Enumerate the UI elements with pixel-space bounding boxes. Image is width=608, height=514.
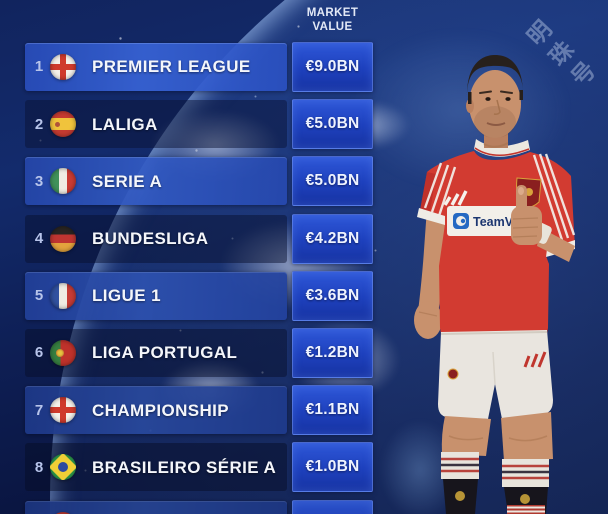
market-value-box: €1.2BN [292, 327, 373, 378]
socks [441, 452, 549, 514]
market-value-header-line2: VALUE [312, 21, 353, 34]
market-value-box: €5.0BN [292, 99, 373, 150]
rank-number [27, 496, 51, 514]
market-value: €5.0BN [305, 172, 360, 190]
league-row: 2 LALIGA €5.0BN [0, 96, 608, 153]
hair [467, 55, 523, 96]
league-row: 4 BUNDESLIGA €4.2BN [0, 210, 608, 267]
league-name: CHAMPIONSHIP [92, 400, 230, 420]
adidas-logo-icon [443, 190, 468, 206]
market-value-box: €1.1BN [292, 385, 373, 436]
league-row: 1 PREMIER LEAGUE €9.0BN [0, 38, 608, 95]
market-value: €5.0BN [305, 115, 360, 133]
jersey: TeamVi [417, 139, 576, 354]
market-value-box: €4.2BN [292, 213, 373, 264]
league-row: 8 BRASILEIRO SÉRIE A €1.0BN [0, 439, 608, 496]
adidas-shoulder-stripes [423, 153, 576, 241]
league-row: 7 CHAMPIONSHIP €1.1BN [0, 382, 608, 439]
country-flag-icon [50, 225, 76, 252]
country-flag-icon [50, 53, 76, 80]
player-head [466, 55, 523, 148]
market-value: €1.2BN [305, 343, 360, 361]
row-background-bar [25, 500, 287, 514]
country-flag-icon [50, 511, 76, 514]
market-value-box [292, 499, 373, 514]
market-value: €4.2BN [305, 229, 360, 247]
shorts [438, 330, 553, 419]
market-value-box: €3.6BN [292, 270, 373, 321]
country-flag-icon [50, 454, 76, 481]
rank-number: 5 [34, 287, 44, 305]
rank-number: 8 [34, 458, 44, 476]
shorts-crest-icon [447, 368, 459, 380]
league-row: 3 SERIE A €5.0BN [0, 153, 608, 210]
market-value: €3.6BN [305, 286, 360, 304]
market-value: €1.1BN [305, 401, 360, 419]
sponsor-box: TeamVi [447, 206, 531, 236]
league-name: LIGUE 1 [92, 286, 161, 306]
league-name: BRASILEIRO SÉRIE A [92, 457, 277, 477]
thumbs-up-hand [511, 185, 575, 262]
rank-number: 3 [34, 172, 44, 190]
sponsor-text: TeamVi [473, 215, 516, 229]
league-row: 5 LIGUE 1 €3.6BN [0, 267, 608, 324]
rank-number: 2 [34, 115, 44, 133]
rank-number: 7 [34, 401, 44, 419]
country-flag-icon [50, 111, 76, 138]
league-row [0, 496, 608, 514]
market-value-box: €9.0BN [292, 41, 373, 92]
sleeve-cuff [417, 208, 445, 225]
league-name: SERIE A [92, 171, 163, 191]
league-name: LALIGA [92, 114, 158, 134]
sock-crest-icon [520, 494, 530, 504]
market-value-box: €5.0BN [292, 156, 373, 207]
market-value-header-line1: MARKET [306, 7, 359, 19]
rank-number: 1 [34, 58, 44, 76]
league-name: LIGA PORTUGAL [92, 343, 238, 363]
sock-crest-icon [455, 491, 465, 501]
market-value: €9.0BN [305, 57, 360, 75]
league-name: PREMIER LEAGUE [92, 57, 251, 77]
rank-number: 6 [34, 344, 44, 362]
country-flag-icon [50, 339, 76, 366]
player-photo: TeamVi [414, 55, 576, 514]
shorts-adidas-logo-icon [523, 351, 547, 368]
rank-number: 4 [34, 230, 44, 247]
market-value-box: €1.0BN [292, 442, 373, 493]
market-value: €1.0BN [305, 458, 360, 476]
league-row: 6 LIGA PORTUGAL €1.2BN [0, 324, 608, 381]
legs [441, 412, 553, 461]
country-flag-icon [50, 397, 76, 424]
market-value-column-header: MARKET VALUE [292, 6, 373, 35]
league-name: BUNDESLIGA [92, 229, 209, 248]
country-flag-icon [50, 282, 76, 309]
country-flag-icon [50, 168, 76, 195]
player-right-arm [414, 208, 449, 339]
